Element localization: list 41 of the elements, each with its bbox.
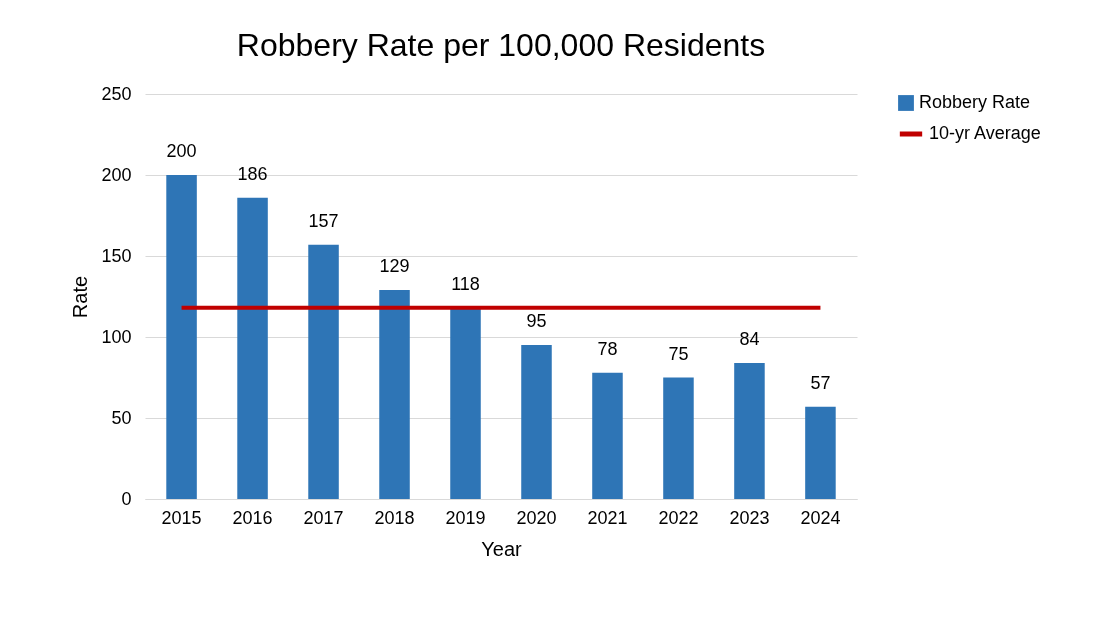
y-tick-label: 200 [101, 164, 132, 185]
data-label: 57 [810, 372, 831, 393]
data-label: 118 [451, 273, 480, 294]
y-tick-label: 50 [111, 407, 132, 428]
data-label: 129 [379, 256, 410, 277]
y-axis-title: Rate [69, 275, 92, 319]
x-tick-label: 2022 [658, 507, 699, 528]
chart-title: Robbery Rate per 100,000 Residents [236, 27, 766, 63]
x-axis-title: Year [481, 537, 523, 560]
y-tick-label: 250 [101, 83, 132, 104]
bar [308, 244, 339, 499]
bar [805, 406, 836, 499]
x-tick-label: 2015 [161, 507, 202, 528]
bar [450, 307, 481, 499]
x-tick-label: 2020 [516, 507, 557, 528]
bar [663, 377, 694, 499]
x-tick-label: 2019 [445, 507, 486, 528]
data-label: 78 [597, 338, 618, 359]
x-tick-label: 2016 [232, 507, 273, 528]
legend-label: 10-yr Average [929, 123, 1041, 143]
bar [237, 197, 268, 499]
data-label: 84 [739, 328, 760, 349]
x-tick-label: 2017 [303, 507, 344, 528]
data-label: 186 [237, 163, 268, 184]
y-tick-label: 0 [121, 488, 132, 509]
bar [521, 345, 552, 499]
bar [592, 372, 623, 499]
data-label: 157 [308, 210, 339, 231]
x-tick-label: 2018 [374, 507, 415, 528]
data-label: 75 [668, 343, 689, 364]
x-tick-label: 2021 [587, 507, 628, 528]
y-tick-label: 100 [101, 326, 132, 347]
y-tick-label: 150 [101, 245, 132, 266]
x-tick-label: 2023 [729, 507, 770, 528]
bar [734, 362, 765, 499]
data-label: 95 [526, 311, 547, 332]
bar [379, 290, 410, 499]
bar [166, 175, 197, 499]
legend-label: Robbery Rate [919, 92, 1031, 112]
x-tick-label: 2024 [800, 507, 841, 528]
data-label: 200 [166, 141, 197, 161]
